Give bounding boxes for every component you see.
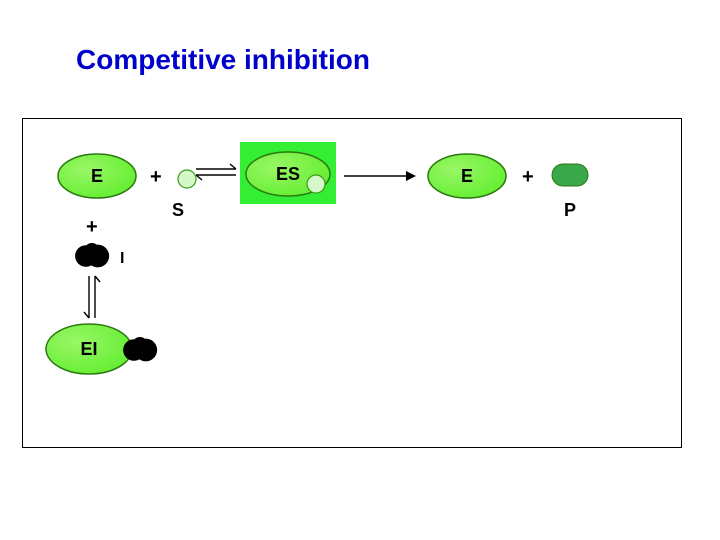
inhibitor-label: I (120, 250, 124, 268)
substrate-label: S (172, 200, 184, 221)
labels-layer: + S + P + I (0, 0, 720, 540)
plus-sign: + (522, 166, 534, 189)
plus-sign: + (150, 166, 162, 189)
plus-sign-vertical: + (86, 216, 98, 239)
product-label: P (564, 200, 576, 221)
